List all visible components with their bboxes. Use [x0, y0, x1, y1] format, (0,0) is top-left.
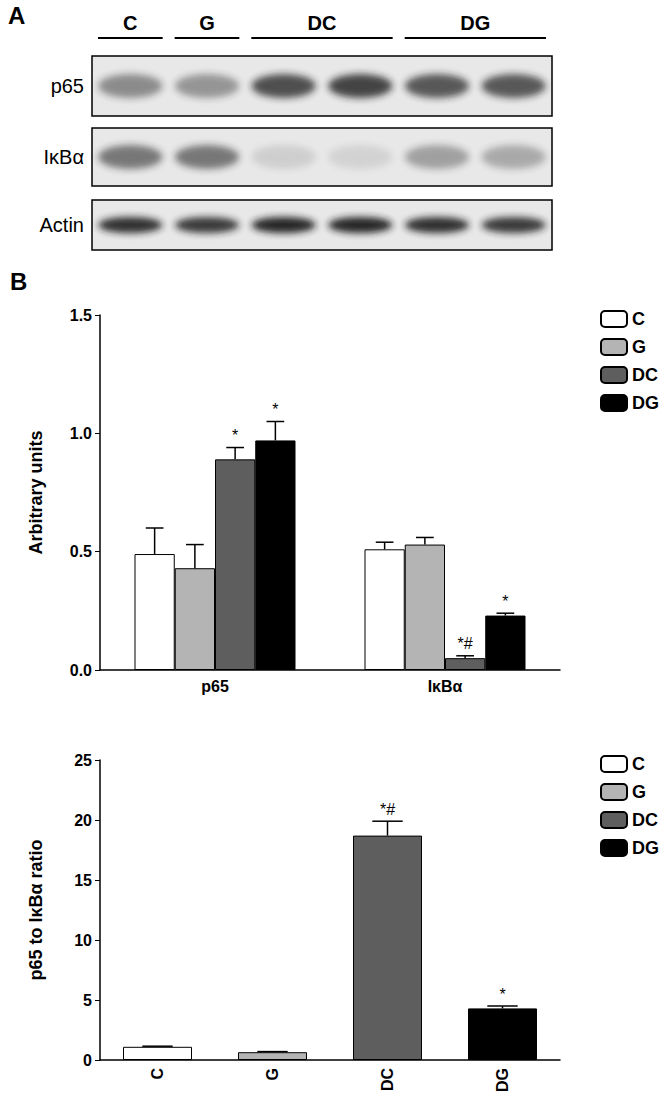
svg-text:DC: DC	[379, 1068, 396, 1092]
svg-text:*: *	[272, 401, 278, 418]
svg-text:0: 0	[83, 1052, 92, 1069]
svg-text:*#: *#	[380, 801, 395, 818]
svg-text:1.5: 1.5	[70, 307, 92, 324]
svg-text:DC: DC	[308, 12, 337, 34]
svg-text:0.0: 0.0	[70, 662, 92, 679]
svg-text:DC: DC	[632, 365, 658, 385]
svg-text:*#: *#	[458, 635, 473, 652]
svg-text:*: *	[502, 593, 508, 610]
svg-text:0.5: 0.5	[70, 543, 92, 560]
svg-text:DG: DG	[460, 12, 490, 34]
svg-text:IκBα: IκBα	[44, 146, 84, 168]
svg-text:C: C	[632, 309, 645, 329]
svg-text:25: 25	[74, 752, 92, 769]
svg-text:A: A	[8, 2, 25, 29]
svg-text:10: 10	[74, 932, 92, 949]
svg-text:G: G	[264, 1068, 281, 1080]
svg-text:DG: DG	[632, 838, 659, 858]
svg-text:p65: p65	[201, 678, 229, 695]
svg-text:*: *	[499, 986, 505, 1003]
svg-text:IκBα: IκBα	[428, 678, 463, 695]
svg-text:Arbitrary units: Arbitrary units	[26, 430, 46, 554]
svg-text:G: G	[199, 12, 215, 34]
svg-text:DG: DG	[494, 1068, 511, 1092]
svg-text:1.0: 1.0	[70, 425, 92, 442]
svg-text:C: C	[123, 12, 137, 34]
svg-text:DC: DC	[632, 810, 658, 830]
svg-text:p65 to IκBα ratio: p65 to IκBα ratio	[26, 839, 46, 980]
svg-text:15: 15	[74, 872, 92, 889]
svg-text:G: G	[632, 337, 646, 357]
svg-text:C: C	[149, 1068, 166, 1080]
svg-text:DG: DG	[632, 393, 659, 413]
html-text:B: B	[10, 268, 28, 295]
svg-text:20: 20	[74, 812, 92, 829]
svg-text:Actin: Actin	[40, 214, 84, 236]
svg-text:G: G	[632, 782, 646, 802]
svg-text:*: *	[232, 427, 238, 444]
svg-text:C: C	[632, 754, 645, 774]
svg-text:p65: p65	[51, 75, 84, 97]
svg-text:5: 5	[83, 992, 92, 1009]
